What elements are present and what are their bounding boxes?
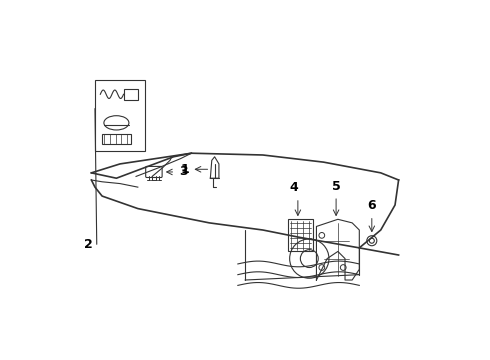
Text: 2: 2: [84, 238, 93, 251]
Text: 1: 1: [181, 163, 190, 176]
Text: 6: 6: [368, 199, 376, 212]
Bar: [123, 89, 138, 100]
Text: 3: 3: [179, 166, 188, 179]
Bar: [95, 80, 145, 152]
Bar: [288, 219, 313, 251]
Text: 4: 4: [290, 181, 299, 194]
Bar: [102, 134, 131, 144]
Text: 5: 5: [332, 180, 341, 193]
